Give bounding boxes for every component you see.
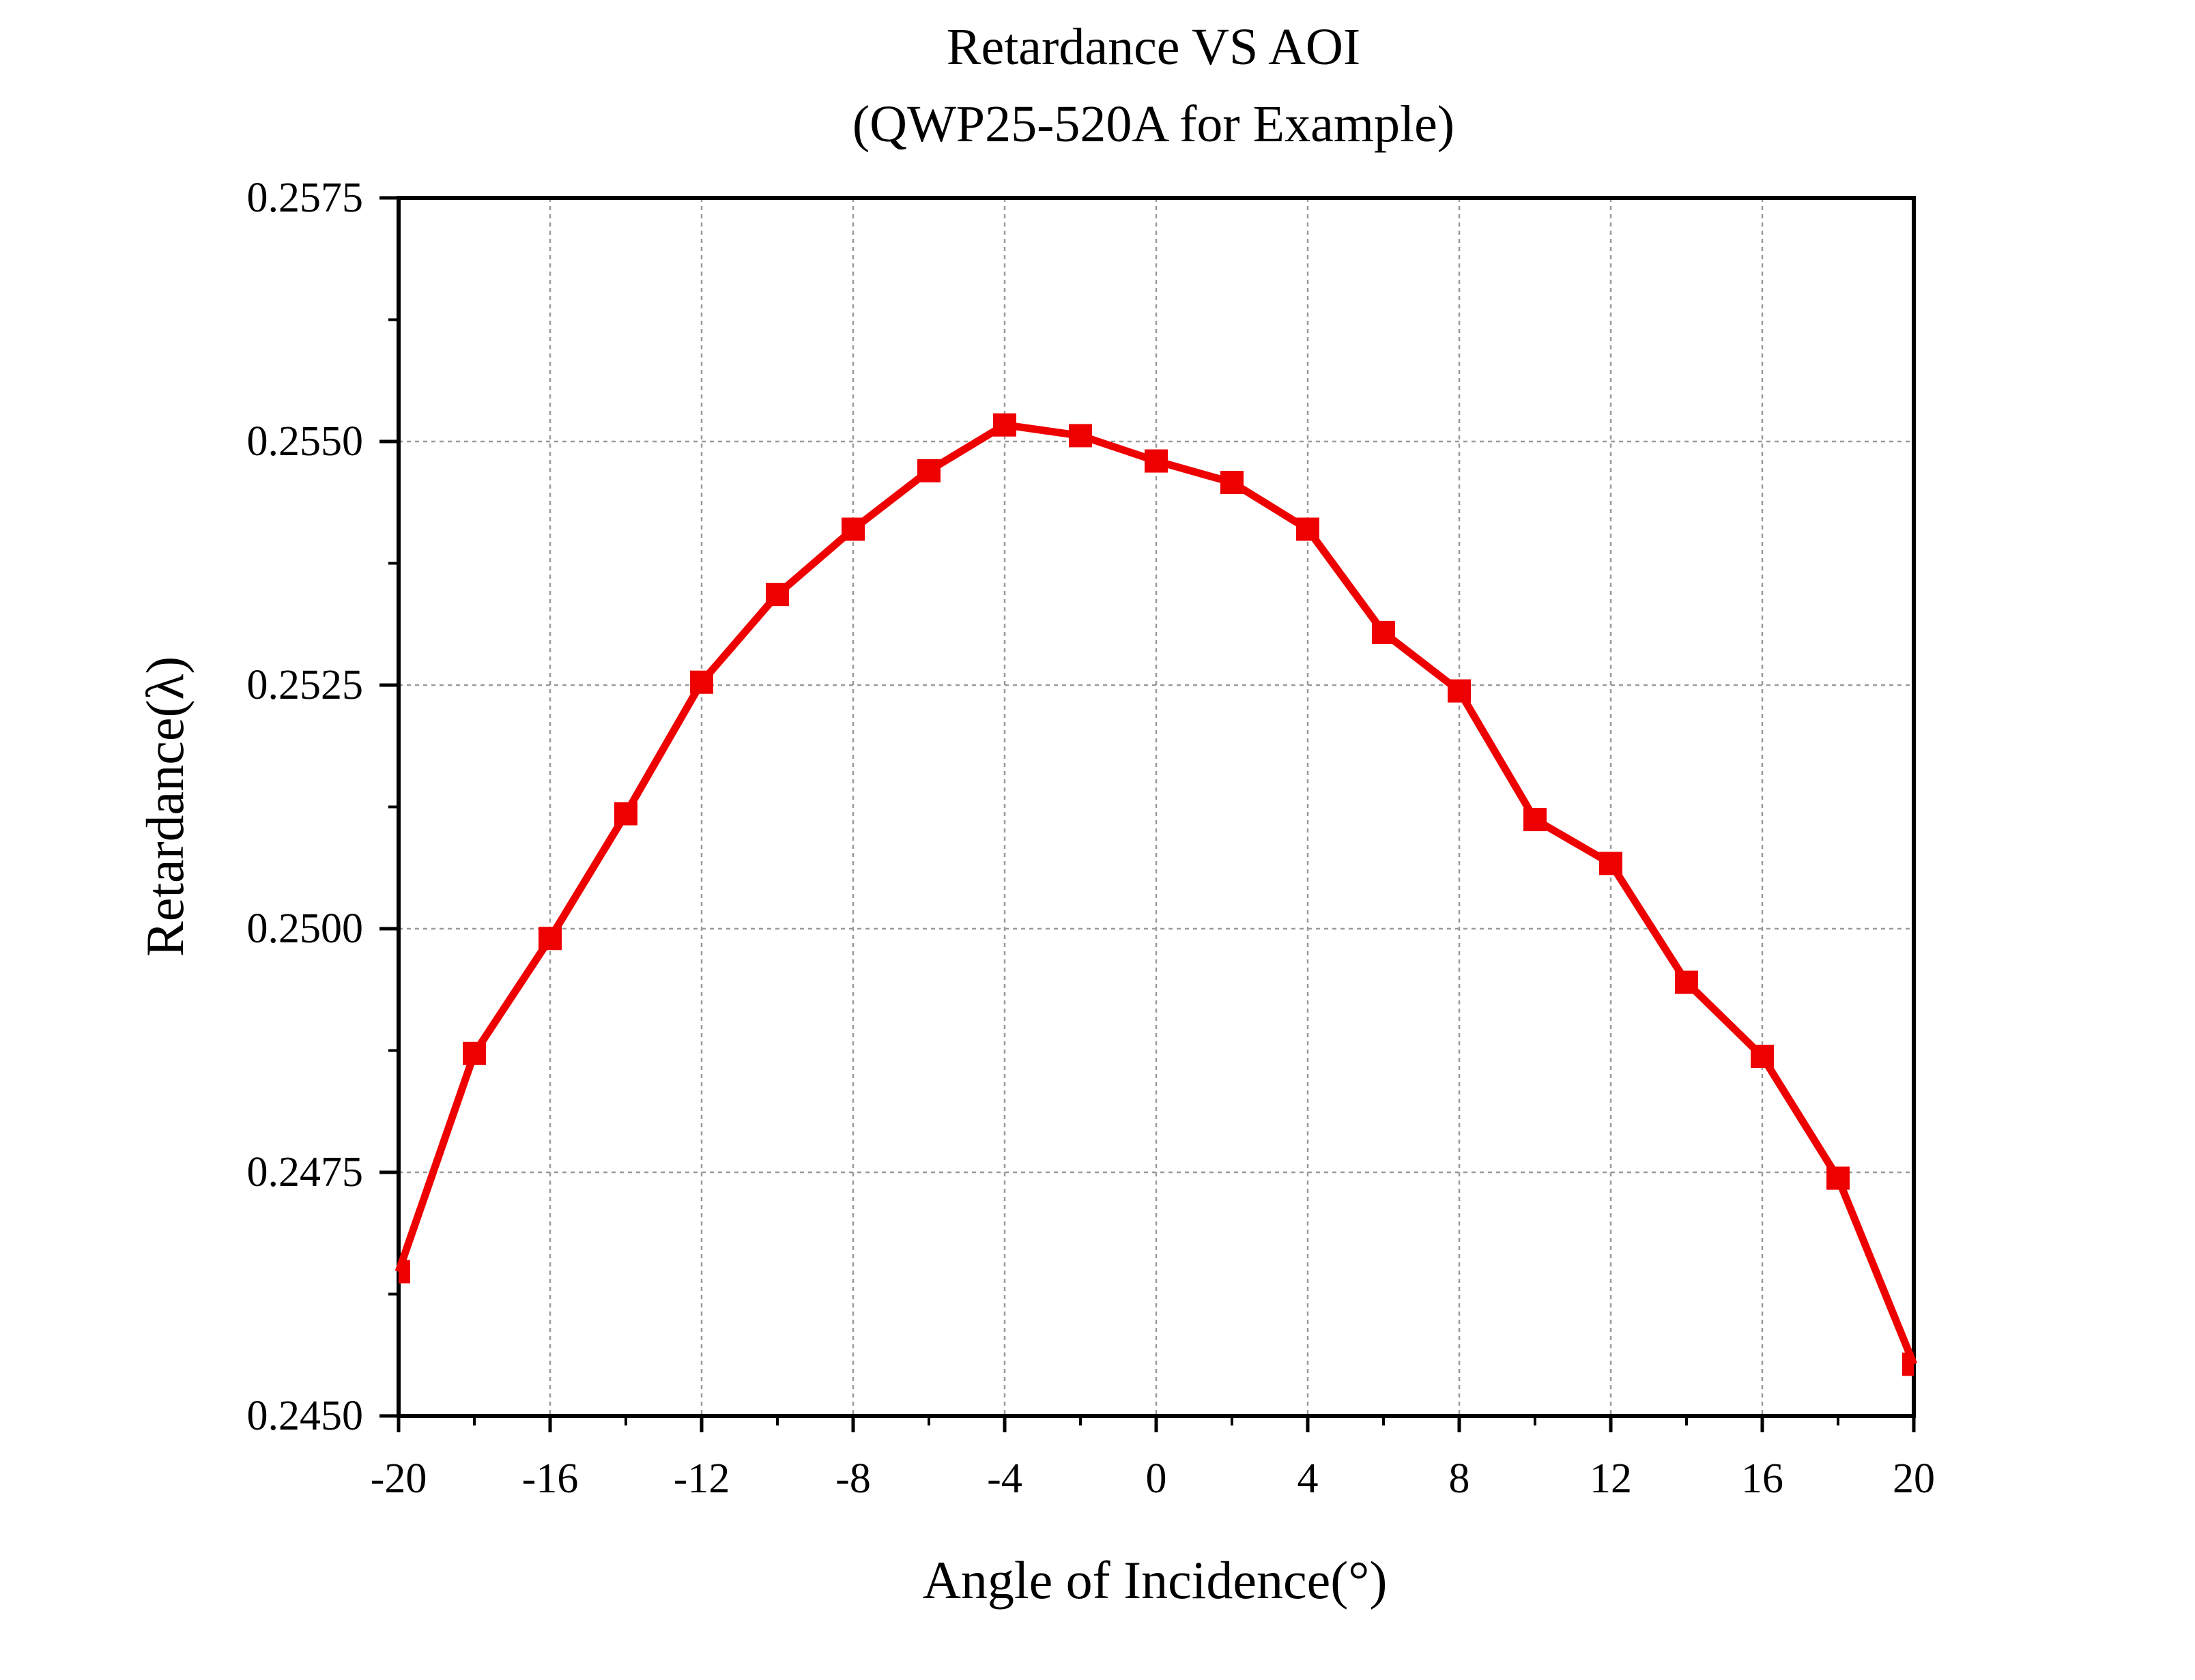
data-point [1220, 470, 1244, 494]
y-tick-label: 0.2575 [247, 175, 364, 221]
data-point [1675, 970, 1698, 994]
data-point [463, 1041, 486, 1065]
data-point [690, 670, 713, 694]
grid [399, 198, 1914, 1416]
y-tick-label: 0.2550 [247, 418, 364, 465]
data-point [1296, 517, 1319, 541]
data-point [1599, 852, 1622, 875]
x-tick-label: -16 [522, 1455, 579, 1502]
data-point [1145, 449, 1168, 473]
y-axis-title: Retardance(λ) [135, 656, 195, 957]
x-tick-label: -12 [674, 1455, 730, 1502]
data-point [1751, 1045, 1774, 1069]
x-tick-label: -4 [987, 1455, 1022, 1502]
x-tick-label: 8 [1449, 1455, 1470, 1502]
data-point [993, 413, 1016, 437]
x-tick-label: 16 [1741, 1455, 1783, 1502]
data-point [1069, 424, 1092, 448]
data-point [1372, 620, 1395, 644]
y-tick-label: 0.2525 [247, 662, 364, 708]
x-tick-label: -8 [835, 1455, 871, 1502]
data-series [394, 413, 1918, 1376]
y-axis-ticks: 0.2450 0.2475 0.2500 0.2525 0.2550 0.2575 [247, 175, 399, 1439]
chart-title: Retardance VS AOI [947, 18, 1360, 76]
data-point [842, 517, 865, 541]
x-axis-title: Angle of Incidence(°) [923, 1550, 1388, 1610]
x-tick-label: -20 [371, 1455, 427, 1502]
data-point [1523, 808, 1547, 832]
data-point [1448, 679, 1471, 703]
x-tick-label: 0 [1146, 1455, 1167, 1502]
y-tick-label: 0.2475 [247, 1149, 364, 1196]
data-point [917, 459, 941, 482]
chart-subtitle: (QWP25-520A for Example) [852, 96, 1454, 153]
data-point [766, 583, 789, 607]
x-tick-label: 4 [1297, 1455, 1319, 1502]
x-tick-label: 20 [1893, 1455, 1935, 1502]
data-point [1826, 1166, 1850, 1190]
data-point [1902, 1352, 1914, 1376]
x-axis-ticks: -20 -16 -12 -8 -4 0 4 8 12 16 20 [371, 1416, 1935, 1502]
y-tick-label: 0.2450 [247, 1393, 364, 1439]
data-point [399, 1260, 410, 1284]
series-markers [399, 413, 1914, 1376]
y-tick-label: 0.2500 [247, 906, 364, 952]
data-point [614, 802, 637, 826]
data-point [539, 927, 562, 951]
x-tick-label: 12 [1590, 1455, 1632, 1502]
